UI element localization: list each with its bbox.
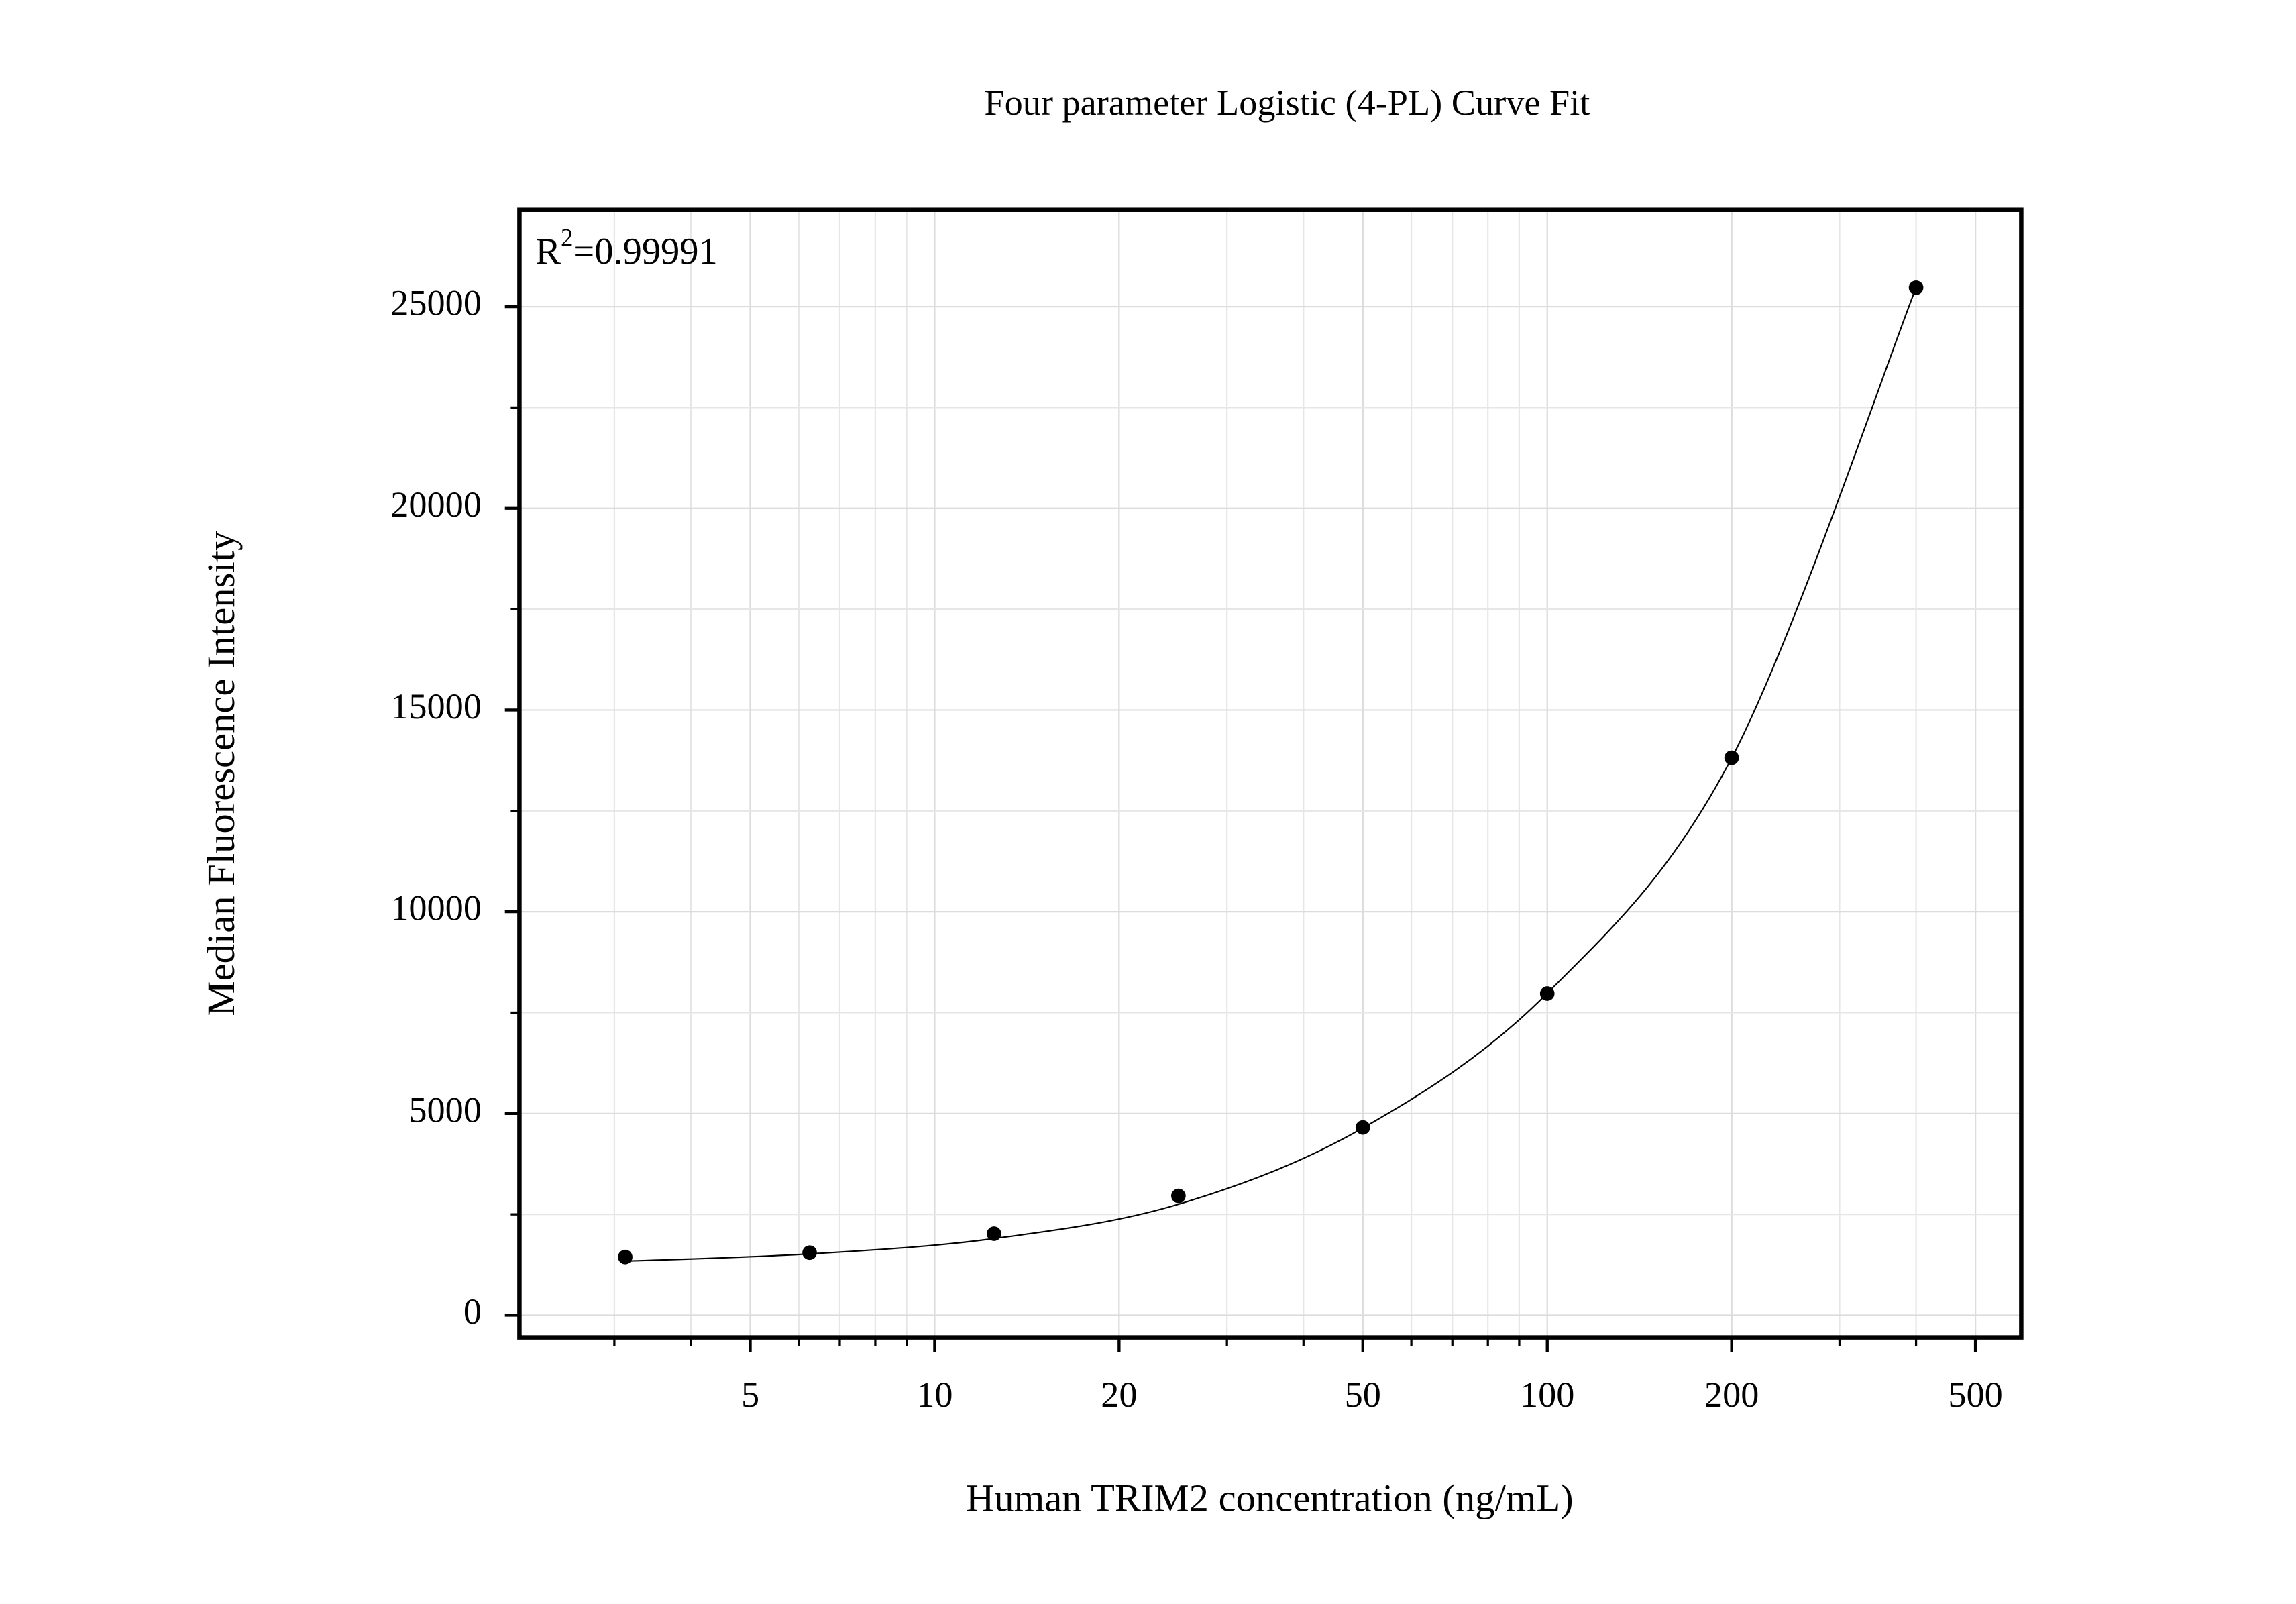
- x-axis-title: Human TRIM2 concentration (ng/mL): [966, 1476, 1574, 1519]
- data-point: [1171, 1188, 1186, 1204]
- plot: [504, 207, 2024, 1352]
- r-base: R: [535, 231, 561, 272]
- data-point: [1724, 750, 1739, 765]
- y-axis-title: Median Fluorescence Intensity: [199, 531, 243, 1016]
- x-tick-label: 20: [1101, 1375, 1137, 1415]
- r-superscript: 2: [561, 224, 573, 252]
- r-value: =0.99991: [573, 231, 717, 272]
- x-tick-label: 5: [741, 1375, 759, 1415]
- grid: [519, 209, 2022, 1338]
- data-point: [1355, 1120, 1370, 1135]
- y-tick-label: 15000: [390, 686, 482, 727]
- y-tick-label: 20000: [390, 484, 482, 525]
- y-tick-label: 10000: [390, 888, 482, 928]
- data-point: [1908, 280, 1924, 295]
- y-tick-label: 5000: [408, 1089, 482, 1130]
- r-squared: R2=0.99991: [535, 224, 717, 272]
- y-tick-label: 0: [463, 1291, 482, 1332]
- x-tick-label: 200: [1704, 1375, 1759, 1415]
- data-point: [987, 1226, 1001, 1241]
- x-tick-label: 50: [1345, 1375, 1381, 1415]
- plot-frame: [517, 207, 2024, 1340]
- chart-title: Four parameter Logistic (4-PL) Curve Fit: [984, 83, 1590, 123]
- data-point: [618, 1249, 633, 1265]
- data-point: [802, 1245, 817, 1261]
- data-point: [1539, 986, 1555, 1001]
- x-tick-label: 100: [1520, 1375, 1574, 1415]
- y-tick-label: 25000: [390, 283, 482, 323]
- x-tick-label: 10: [916, 1375, 952, 1415]
- x-tick-label: 500: [1948, 1375, 2002, 1415]
- background: [22, 0, 2274, 1604]
